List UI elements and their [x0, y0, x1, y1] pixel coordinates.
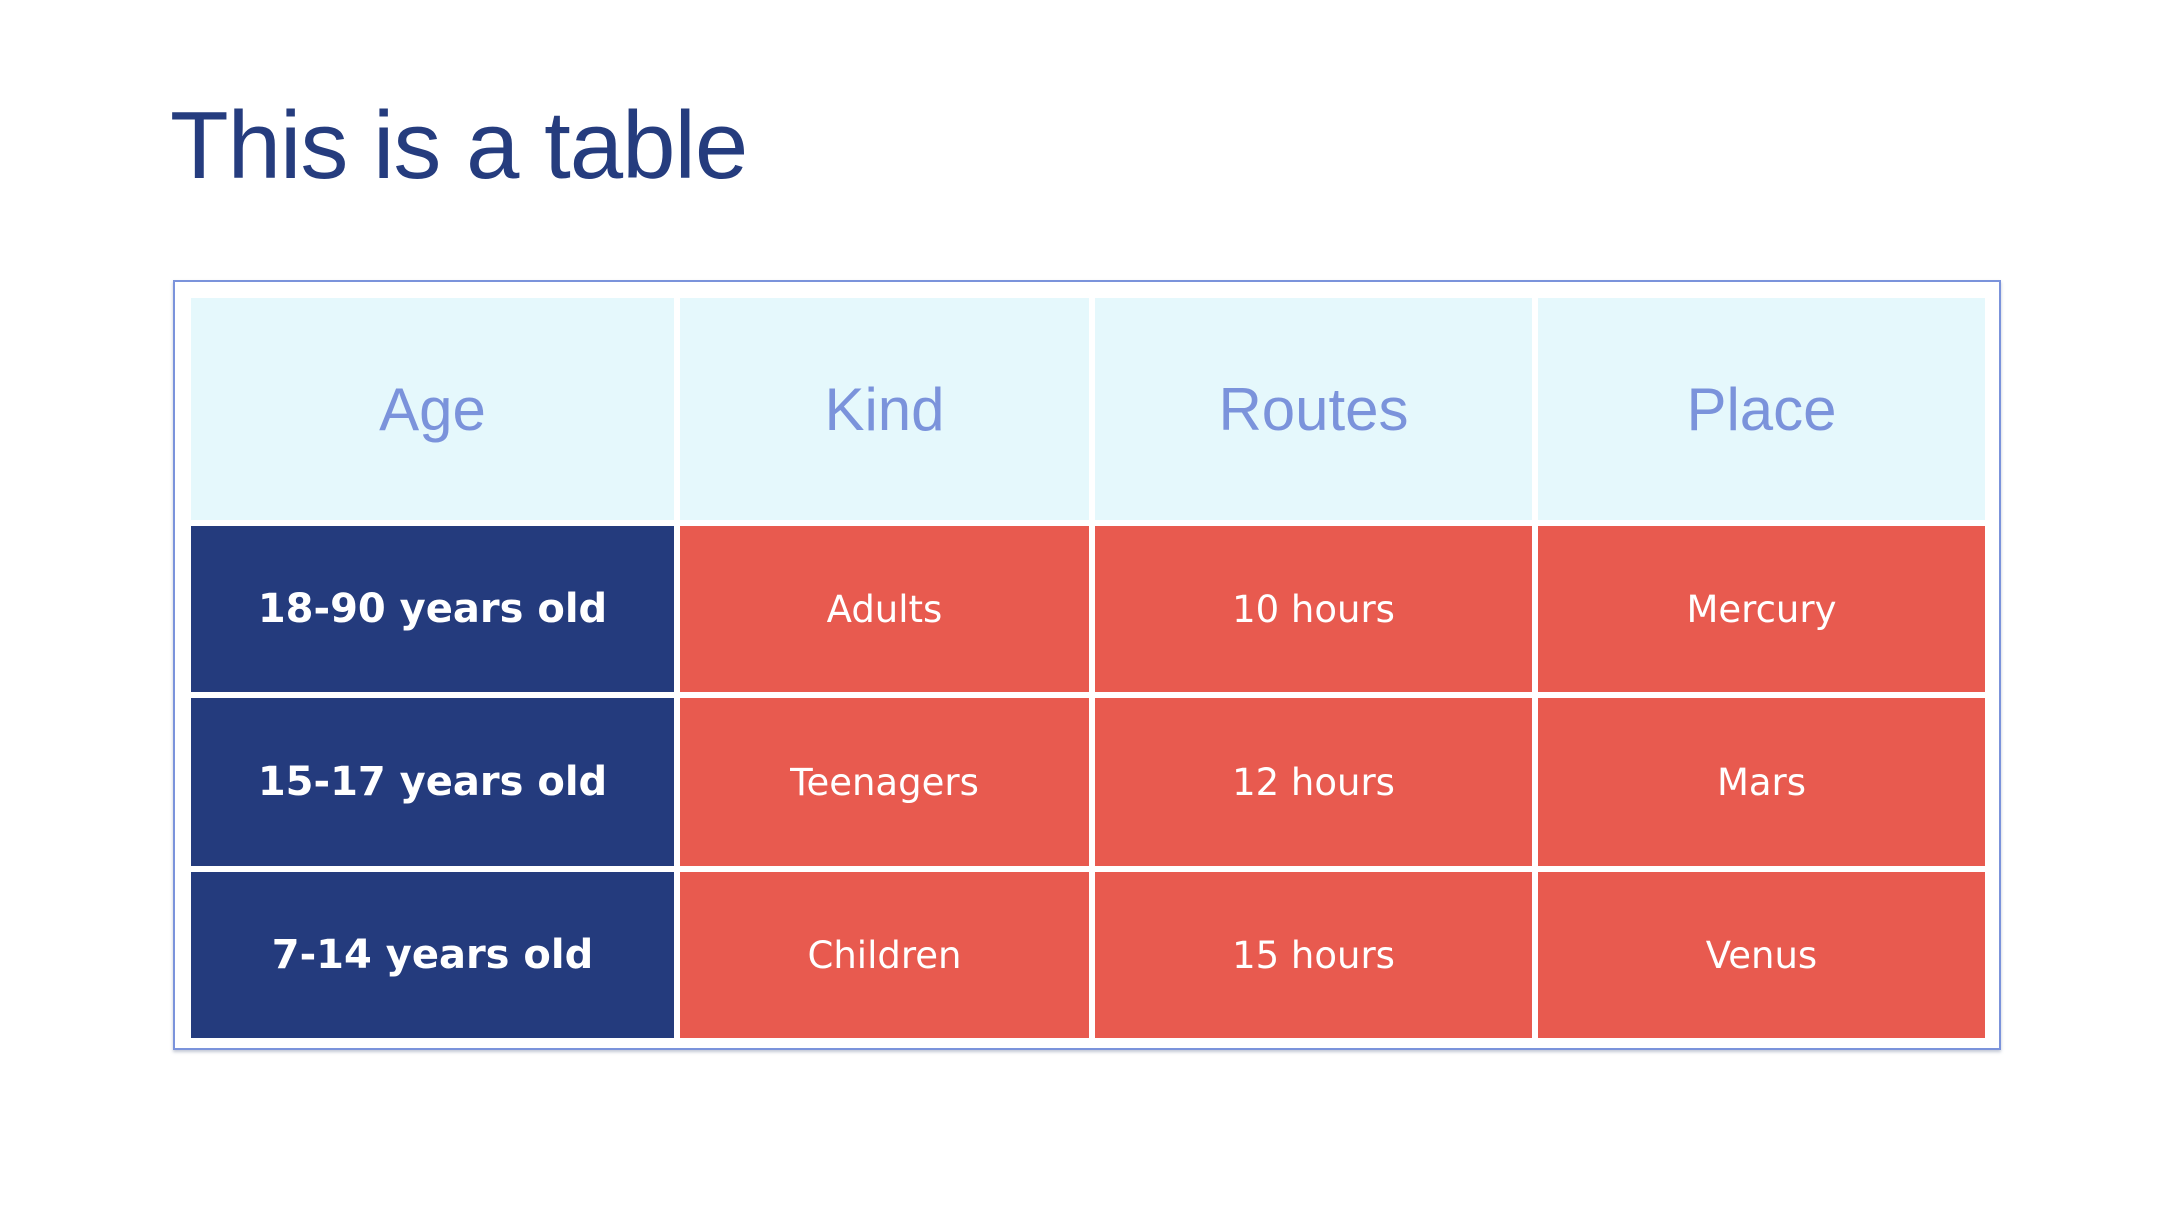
kind-cell: Children [680, 872, 1089, 1038]
place-cell: Venus [1538, 872, 1985, 1038]
header-cell-routes: Routes [1095, 298, 1532, 520]
age-cell: 18-90 years old [191, 526, 674, 692]
table-row: 7-14 years old Children 15 hours Venus [191, 872, 1985, 1038]
table-frame: Age Kind Routes Place 18-90 years old Ad… [173, 280, 2001, 1050]
routes-cell: 10 hours [1095, 526, 1532, 692]
table-row: 15-17 years old Teenagers 12 hours Mars [191, 698, 1985, 866]
routes-cell: 12 hours [1095, 698, 1532, 866]
header-cell-age: Age [191, 298, 674, 520]
table-header-row: Age Kind Routes Place [191, 298, 1985, 520]
age-cell: 15-17 years old [191, 698, 674, 866]
header-cell-place: Place [1538, 298, 1985, 520]
slide-title: This is a table [170, 92, 748, 199]
place-cell: Mercury [1538, 526, 1985, 692]
kind-cell: Teenagers [680, 698, 1089, 866]
kind-cell: Adults [680, 526, 1089, 692]
table-row: 18-90 years old Adults 10 hours Mercury [191, 526, 1985, 692]
place-cell: Mars [1538, 698, 1985, 866]
header-cell-kind: Kind [680, 298, 1089, 520]
routes-cell: 15 hours [1095, 872, 1532, 1038]
data-table: Age Kind Routes Place 18-90 years old Ad… [185, 292, 1991, 1044]
age-cell: 7-14 years old [191, 872, 674, 1038]
